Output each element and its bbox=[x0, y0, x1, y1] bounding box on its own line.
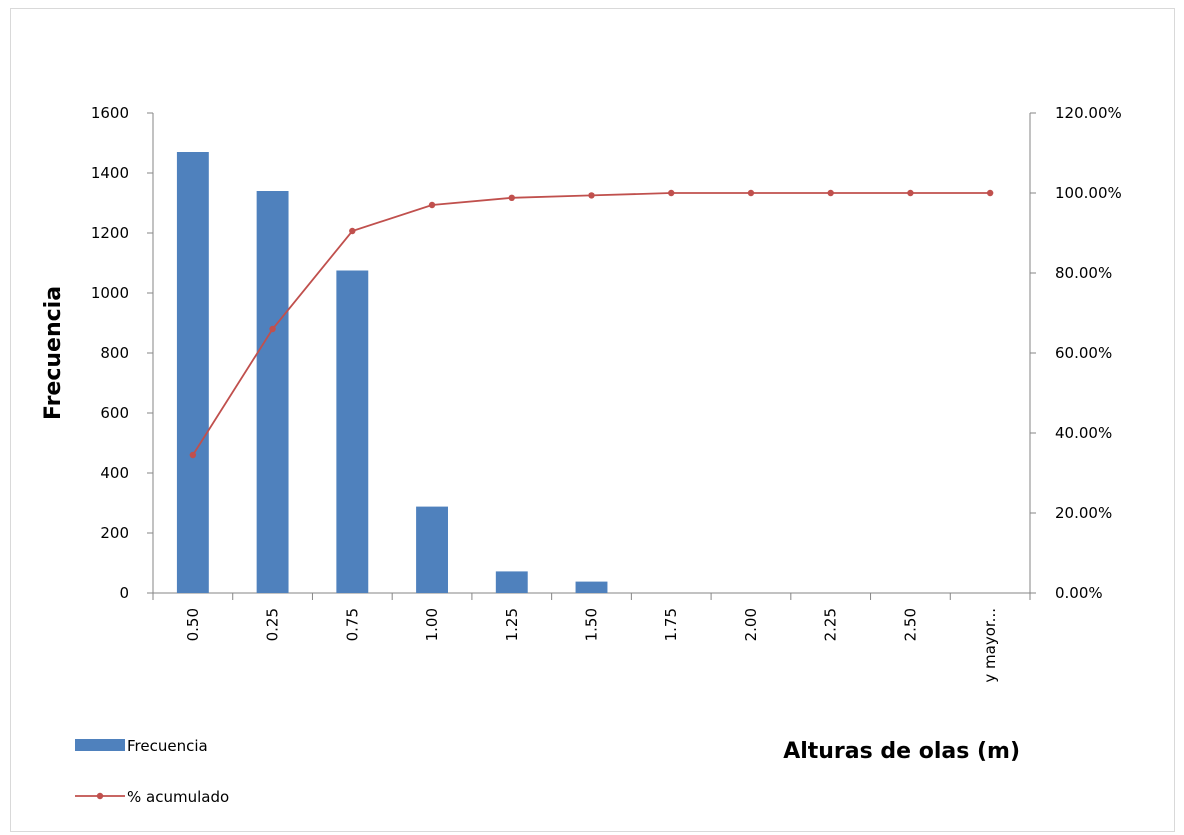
bar-series-frecuencia bbox=[176, 152, 608, 593]
line-series-acumulado bbox=[189, 189, 994, 459]
legend-label-frecuencia: Frecuencia bbox=[127, 737, 208, 755]
y2-tick-label: 40.00% bbox=[1055, 424, 1112, 442]
x-tick-label: 0.50 bbox=[184, 608, 202, 641]
x-tick-label: 1.50 bbox=[583, 608, 601, 641]
x-tick-label: 2.25 bbox=[822, 608, 840, 641]
y-tick-label: 400 bbox=[100, 464, 129, 482]
bar-frecuencia bbox=[336, 270, 369, 593]
y2-tick-label: 80.00% bbox=[1055, 264, 1112, 282]
legend-label-acumulado: % acumulado bbox=[127, 788, 229, 806]
bar-frecuencia bbox=[575, 581, 608, 593]
point-acumulado bbox=[428, 201, 436, 209]
legend-swatch-frecuencia bbox=[75, 739, 125, 751]
point-acumulado bbox=[269, 325, 276, 333]
x-tick-label: 1.25 bbox=[503, 608, 521, 641]
point-acumulado bbox=[668, 189, 675, 197]
x-tick-label: y mayor... bbox=[981, 608, 999, 683]
bar-frecuencia bbox=[256, 191, 289, 593]
point-acumulado bbox=[747, 189, 755, 197]
bar-frecuencia bbox=[495, 571, 528, 593]
legend-marker-acumulado bbox=[96, 792, 104, 800]
y-tick-label: 200 bbox=[100, 524, 129, 542]
y2-tick-label: 20.00% bbox=[1055, 504, 1112, 522]
x-tick-label: 2.50 bbox=[901, 608, 919, 641]
y-tick-label: 1000 bbox=[91, 284, 129, 302]
line-acumulado bbox=[192, 192, 991, 456]
bar-frecuencia bbox=[176, 152, 209, 593]
point-acumulado bbox=[349, 227, 356, 235]
point-acumulado bbox=[588, 192, 595, 199]
bar-frecuencia bbox=[416, 506, 448, 593]
y-tick-label: 1200 bbox=[91, 224, 129, 242]
x-axis-title: Alturas de olas (m) bbox=[783, 739, 1020, 764]
point-acumulado bbox=[986, 189, 994, 197]
point-acumulado bbox=[508, 194, 515, 201]
x-tick-label: 0.75 bbox=[343, 608, 361, 641]
point-acumulado bbox=[189, 451, 197, 459]
y2-tick-label: 120.00% bbox=[1055, 104, 1122, 122]
y-tick-label: 600 bbox=[100, 404, 129, 422]
point-acumulado bbox=[907, 189, 914, 197]
tick-labels: 0 200 400 600 800 1000 1200 1400 1600 0.00% 20.00%… bbox=[91, 104, 1122, 683]
x-tick-label: 1.00 bbox=[423, 608, 441, 641]
legend: Frecuencia % acumulado bbox=[75, 737, 229, 806]
y-tick-label: 0 bbox=[119, 584, 129, 602]
y-tick-label: 800 bbox=[100, 344, 129, 362]
y-tick-label: 1600 bbox=[91, 104, 129, 122]
point-acumulado bbox=[827, 189, 834, 197]
y2-tick-label: 0.00% bbox=[1055, 584, 1103, 602]
x-tick-label: 0.25 bbox=[264, 608, 282, 641]
y2-tick-label: 60.00% bbox=[1055, 344, 1112, 362]
y2-tick-label: 100.00% bbox=[1055, 184, 1122, 202]
y-axis-title: Frecuencia bbox=[41, 286, 66, 420]
x-tick-label: 2.00 bbox=[742, 608, 760, 641]
x-tick-label: 1.75 bbox=[662, 608, 680, 641]
y-tick-label: 1400 bbox=[91, 164, 129, 182]
